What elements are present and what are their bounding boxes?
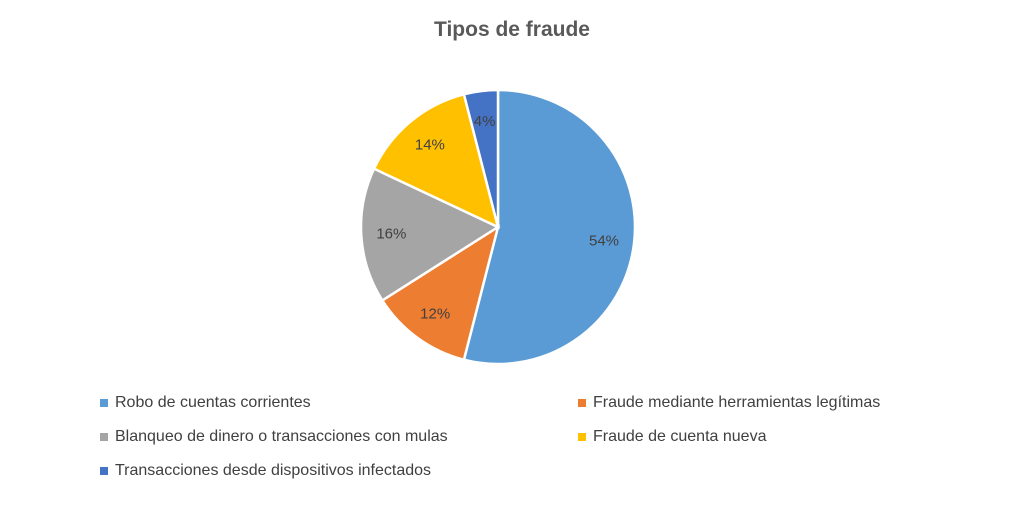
legend-swatch <box>578 399 586 407</box>
legend-label: Fraude de cuenta nueva <box>593 428 767 445</box>
legend-swatch <box>100 467 108 475</box>
data-label-herramientas: 12% <box>420 305 450 322</box>
legend-swatch <box>100 399 108 407</box>
pie-slice-dispositivos <box>462 88 500 228</box>
data-label-robo: 54% <box>589 232 619 249</box>
pie-slice-robo <box>462 88 637 366</box>
legend-item-herramientas: Fraude mediante herramientas legítimas <box>578 394 958 412</box>
data-label-dispositivos: 4% <box>474 113 496 130</box>
legend-item-robo: Robo de cuentas corrientes <box>100 394 578 412</box>
pie-slice-cuenta-nueva <box>372 92 500 230</box>
legend-label: Blanqueo de dinero o transacciones con m… <box>115 428 448 445</box>
legend-label: Transacciones desde dispositivos infecta… <box>115 462 432 479</box>
legend-label: Robo de cuentas corrientes <box>115 394 311 411</box>
legend-label: Fraude mediante herramientas legítimas <box>593 394 881 411</box>
data-label-blanqueo: 16% <box>376 226 406 243</box>
pie-slice-herramientas <box>380 224 500 362</box>
pie-chart: 54% 12% 16% 14% 4% <box>359 88 637 366</box>
chart-title: Tipos de fraude <box>434 18 590 41</box>
legend-item-cuenta-nueva: Fraude de cuenta nueva <box>578 428 958 446</box>
legend-item-dispositivos: Transacciones desde dispositivos infecta… <box>100 462 578 480</box>
legend-swatch <box>100 433 108 441</box>
pie-slice-blanqueo <box>359 167 501 303</box>
legend-item-blanqueo: Blanqueo de dinero o transacciones con m… <box>100 428 578 446</box>
legend-swatch <box>578 433 586 441</box>
data-label-cuenta-nueva: 14% <box>415 137 445 154</box>
legend: Robo de cuentas corrientes Fraude median… <box>100 394 960 480</box>
